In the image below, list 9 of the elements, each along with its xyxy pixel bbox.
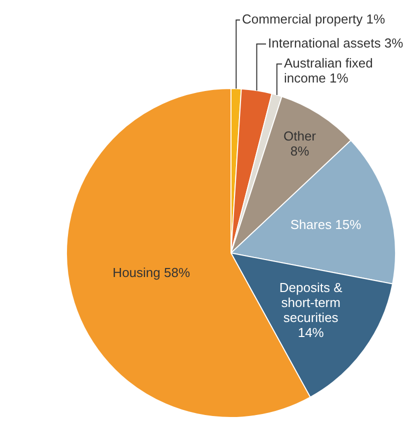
slice-label: Shares 15% (290, 217, 362, 232)
slice-label: Commercial property 1% (242, 12, 386, 27)
data-label: 8% (290, 144, 310, 159)
slice-label: International assets 3% (268, 36, 404, 51)
slice-label: Deposits & short-term securities (279, 280, 343, 326)
slice-label: Other (283, 128, 317, 144)
data-label: 14% (298, 325, 324, 340)
slice-label: Australian fixed income 1% (284, 56, 373, 86)
slice-label: Housing 58% (112, 265, 190, 280)
